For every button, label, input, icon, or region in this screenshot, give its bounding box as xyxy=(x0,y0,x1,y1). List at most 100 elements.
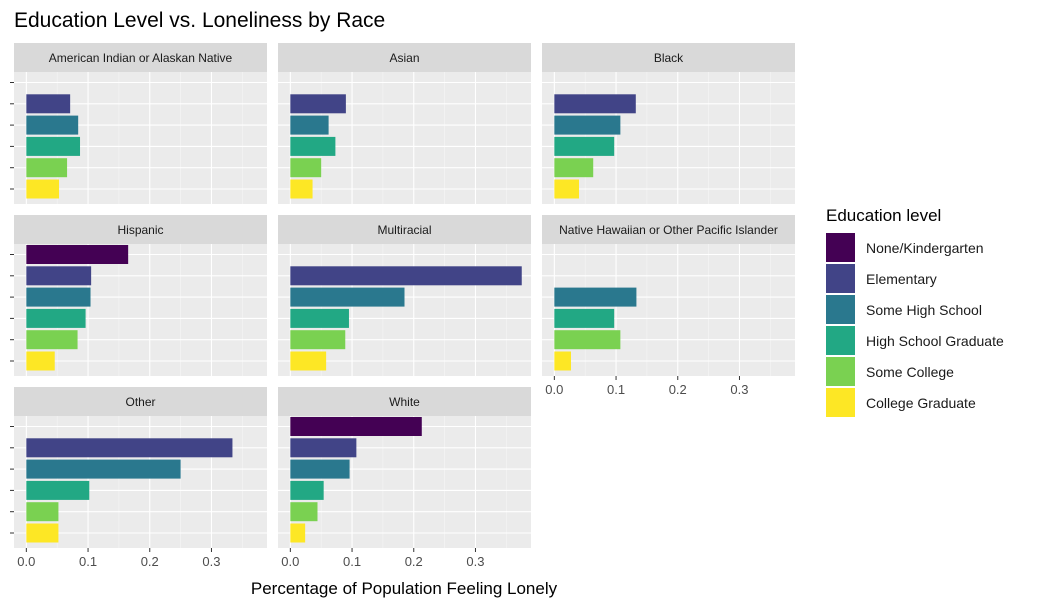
legend-item-some-college: Some College xyxy=(826,357,954,386)
bar-black-college-graduate xyxy=(554,179,580,199)
bar-native-hawaiian-or-other-pacific-islander-high-school-graduate xyxy=(554,308,615,328)
facet-strip xyxy=(278,43,531,72)
x-tick-label: 0.1 xyxy=(343,554,361,569)
bar-other-elementary xyxy=(26,438,233,458)
facet-strip xyxy=(14,43,267,72)
legend-title: Education level xyxy=(826,206,941,225)
bar-black-some-high-school xyxy=(554,115,621,135)
bar-american-indian-or-alaskan-native-some-college xyxy=(26,158,68,178)
panel-black: Black xyxy=(542,43,795,204)
bar-black-some-college xyxy=(554,158,594,178)
x-tick-label: 0.1 xyxy=(79,554,97,569)
bar-hispanic-none-kindergarten xyxy=(26,245,129,264)
panel-multiracial: Multiracial xyxy=(278,215,531,376)
bar-native-hawaiian-or-other-pacific-islander-some-high-school xyxy=(554,287,637,307)
facet-strip xyxy=(278,387,531,416)
chart-title: Education Level vs. Loneliness by Race xyxy=(14,9,385,32)
x-tick-label: 0.3 xyxy=(466,554,484,569)
x-tick-label: 0.2 xyxy=(141,554,159,569)
legend: Education level None/Kindergarten Element… xyxy=(826,206,1004,417)
bar-asian-elementary xyxy=(290,94,346,114)
legend-item-elementary: Elementary xyxy=(826,264,937,293)
x-tick-label: 0.3 xyxy=(730,382,748,397)
legend-swatch xyxy=(826,264,855,293)
bar-black-high-school-graduate xyxy=(554,136,615,156)
bar-hispanic-elementary xyxy=(26,266,92,286)
bar-hispanic-some-high-school xyxy=(26,287,91,307)
bar-black-elementary xyxy=(554,94,636,114)
x-tick-label: 0.3 xyxy=(202,554,220,569)
panel-other: Other 0.0 0.1 0.2 0.3 xyxy=(10,387,267,569)
x-tick-label: 0.2 xyxy=(405,554,423,569)
x-axis-title: Percentage of Population Feeling Lonely xyxy=(251,579,558,598)
legend-label: Some College xyxy=(866,364,954,380)
bar-asian-college-graduate xyxy=(290,179,313,199)
x-tick-label: 0.0 xyxy=(545,382,563,397)
bar-american-indian-or-alaskan-native-high-school-graduate xyxy=(26,136,81,156)
facet-strip-label: Black xyxy=(654,51,684,65)
panel-asian: Asian xyxy=(278,43,531,204)
bar-asian-high-school-graduate xyxy=(290,136,336,156)
facet-strip xyxy=(278,215,531,244)
bar-multiracial-some-high-school xyxy=(290,287,405,307)
panel-white: White 0.0 0.1 0.2 0.3 xyxy=(278,387,531,569)
facet-strip-label: American Indian or Alaskan Native xyxy=(49,51,233,65)
bar-white-none-kindergarten xyxy=(290,417,422,436)
bar-other-some-high-school xyxy=(26,459,181,479)
legend-item-none-kindergarten: None/Kindergarten xyxy=(826,233,984,262)
panel-american-indian-or-alaskan-native: American Indian or Alaskan Native xyxy=(10,43,267,204)
bar-multiracial-high-school-graduate xyxy=(290,308,349,328)
legend-label: Some High School xyxy=(866,302,982,318)
x-tick-label: 0.0 xyxy=(17,554,35,569)
legend-swatch xyxy=(826,233,855,262)
bar-white-college-graduate xyxy=(290,523,306,543)
x-tick-label: 0.1 xyxy=(607,382,625,397)
panel-hispanic: Hispanic xyxy=(10,215,267,376)
bar-other-high-school-graduate xyxy=(26,480,90,500)
legend-item-high-school-graduate: High School Graduate xyxy=(826,326,1004,355)
legend-swatch xyxy=(826,357,855,386)
bar-white-some-college xyxy=(290,502,318,522)
bar-hispanic-some-college xyxy=(26,330,78,350)
facet-strip-label: Hispanic xyxy=(117,223,163,237)
facet-strip xyxy=(542,215,795,244)
facet-panels: American Indian or Alaskan Native Asian Bl… xyxy=(10,43,795,569)
bar-hispanic-high-school-graduate xyxy=(26,308,86,328)
bar-american-indian-or-alaskan-native-college-graduate xyxy=(26,179,60,199)
legend-label: Elementary xyxy=(866,271,937,287)
bar-hispanic-college-graduate xyxy=(26,351,55,371)
facet-strip-label: Multiracial xyxy=(377,223,431,237)
bar-american-indian-or-alaskan-native-elementary xyxy=(26,94,71,114)
panel-native-hawaiian-or-other-pacific-islander: Native Hawaiian or Other Pacific Islande… xyxy=(542,215,795,397)
legend-label: High School Graduate xyxy=(866,333,1004,349)
legend-swatch xyxy=(826,295,855,324)
legend-item-some-high-school: Some High School xyxy=(826,295,982,324)
bar-white-elementary xyxy=(290,438,357,458)
x-tick-label: 0.0 xyxy=(281,554,299,569)
x-tick-label: 0.2 xyxy=(669,382,687,397)
bar-white-high-school-graduate xyxy=(290,480,324,500)
facet-strip xyxy=(14,215,267,244)
facet-strip-label: Asian xyxy=(389,51,419,65)
bar-other-some-college xyxy=(26,502,59,522)
bar-multiracial-some-college xyxy=(290,330,346,350)
facet-strip-label: White xyxy=(389,395,420,409)
legend-label: College Graduate xyxy=(866,395,976,411)
legend-swatch xyxy=(826,326,855,355)
facet-strip xyxy=(14,387,267,416)
legend-label: None/Kindergarten xyxy=(866,240,984,256)
facet-strip xyxy=(542,43,795,72)
bar-asian-some-college xyxy=(290,158,322,178)
bar-white-some-high-school xyxy=(290,459,350,479)
legend-swatch xyxy=(826,388,855,417)
bar-multiracial-college-graduate xyxy=(290,351,327,371)
bar-asian-some-high-school xyxy=(290,115,329,135)
bar-american-indian-or-alaskan-native-some-high-school xyxy=(26,115,79,135)
legend-item-college-graduate: College Graduate xyxy=(826,388,976,417)
bar-native-hawaiian-or-other-pacific-islander-college-graduate xyxy=(554,351,572,371)
bar-other-college-graduate xyxy=(26,523,59,543)
facet-strip-label: Native Hawaiian or Other Pacific Islande… xyxy=(559,223,778,237)
bar-native-hawaiian-or-other-pacific-islander-some-college xyxy=(554,330,621,350)
bar-multiracial-elementary xyxy=(290,266,522,286)
